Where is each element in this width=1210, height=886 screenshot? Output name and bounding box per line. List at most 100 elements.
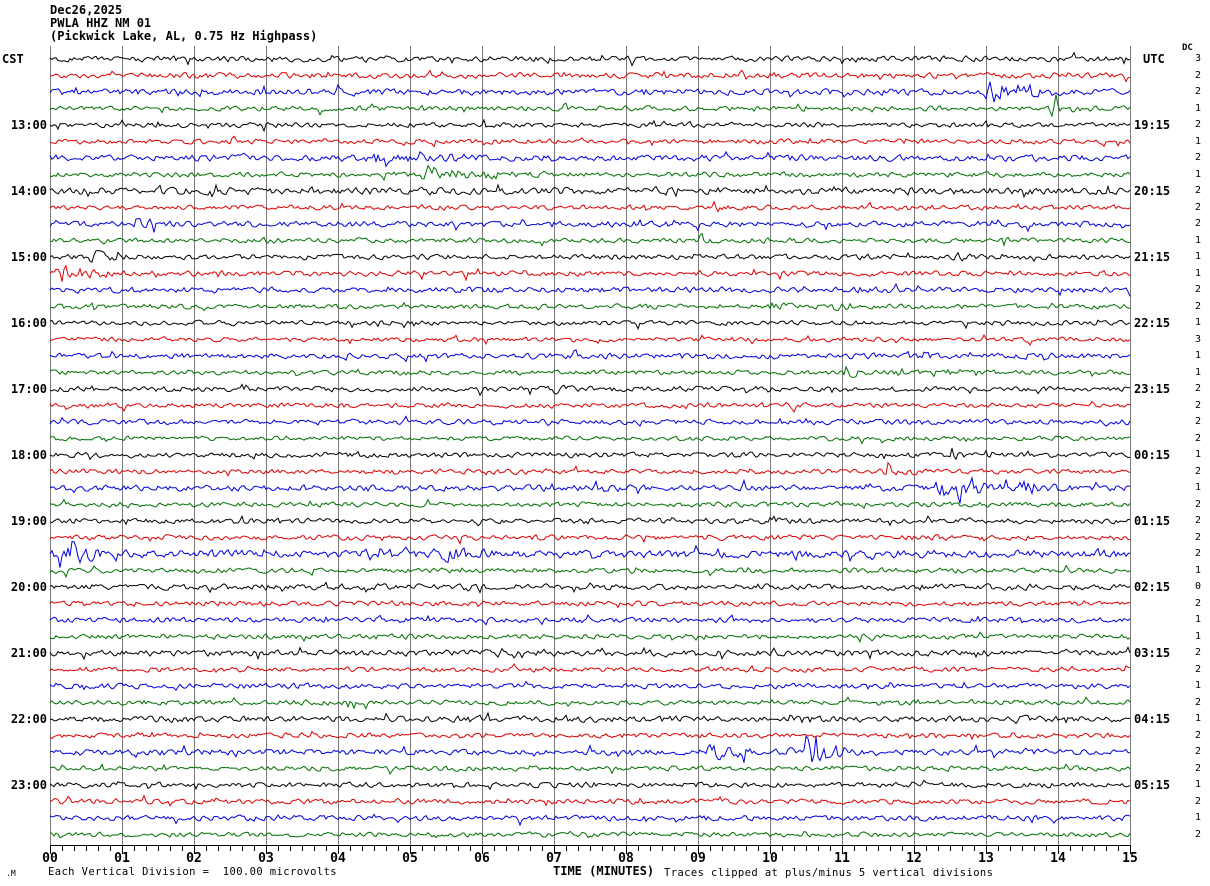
seismo-trace-2100-cst <box>49 646 1131 661</box>
cst-hour-label: 23:00 <box>10 778 47 792</box>
seismo-trace-1645-cst <box>49 365 1131 378</box>
minute-label: 14 <box>1050 851 1066 866</box>
cst-hour-label: 18:00 <box>10 448 47 462</box>
utc-time-label: 23:15 <box>1134 382 1171 396</box>
title-subtitle: (Pickwick Lake, AL, 0.75 Hz Highpass) <box>50 29 318 43</box>
seismo-trace-1900-cst <box>49 514 1131 527</box>
dc-value: 1 <box>1194 317 1201 328</box>
minute-label: 09 <box>690 851 706 866</box>
seismo-trace-1915-cst <box>49 533 1131 545</box>
seismo-trace-1930-cst <box>49 541 1131 568</box>
seismo-trace-1545-cst <box>49 301 1131 312</box>
minute-label: 04 <box>330 851 346 866</box>
minute-label: 01 <box>114 851 130 866</box>
dc-value: 1 <box>1194 135 1201 147</box>
minute-label: 13 <box>978 851 994 866</box>
seismo-trace-1300-cst <box>49 118 1131 133</box>
seismo-trace-1415-cst <box>49 200 1131 213</box>
dc-value: 2 <box>1194 828 1201 840</box>
dc-value: 2 <box>1194 597 1201 609</box>
dc-value: 2 <box>1194 465 1201 477</box>
minute-label: 12 <box>906 851 922 866</box>
watermark: .M <box>6 869 16 878</box>
dc-value: 2 <box>1194 663 1201 675</box>
seismo-trace-1600-cst <box>49 319 1131 331</box>
seismo-trace-2200-cst <box>49 711 1131 725</box>
minute-label: 08 <box>618 851 634 866</box>
utc-time-label: 01:15 <box>1134 514 1171 528</box>
dc-value: 2 <box>1194 69 1201 81</box>
seismo-trace-1500-cst <box>49 249 1131 263</box>
cst-hour-label: 15:00 <box>10 250 47 264</box>
dc-value: 2 <box>1194 201 1201 213</box>
seismo-trace-2115-cst <box>49 662 1131 674</box>
seismo-trace-2345-cst <box>49 830 1131 839</box>
utc-time-label: 02:15 <box>1134 580 1171 594</box>
footer-clip-note: Traces clipped at plus/minus 5 vertical … <box>664 867 994 879</box>
cst-hour-label: 20:00 <box>10 580 47 594</box>
seismo-trace-2130-cst <box>49 680 1131 692</box>
dc-value: 2 <box>1194 647 1201 658</box>
dc-value: 1 <box>1194 234 1201 246</box>
seismo-trace-2015-cst <box>49 599 1131 609</box>
utc-time-label: 03:15 <box>1134 646 1171 660</box>
seismo-trace-1515-cst <box>49 264 1131 282</box>
seismo-trace-1830-cst <box>49 475 1131 504</box>
seismo-trace-2300-cst <box>49 779 1131 791</box>
dc-value: 1 <box>1194 564 1201 576</box>
dc-value: 1 <box>1194 630 1201 642</box>
seismo-trace-1630-cst <box>49 349 1131 363</box>
minute-label: 10 <box>762 851 778 866</box>
seismo-trace-2330-cst <box>49 813 1131 827</box>
dc-value: 1 <box>1194 102 1201 114</box>
cst-header: CST <box>2 52 24 66</box>
dc-value: 3 <box>1194 333 1201 345</box>
seismo-trace-1345-cst <box>49 164 1131 182</box>
dc-value: 2 <box>1194 548 1201 559</box>
seismo-trace-1530-cst <box>49 282 1131 297</box>
seismo-trace-1200-cst <box>49 51 1131 67</box>
seismo-trace-1230-cst <box>49 81 1131 103</box>
utc-time-label: 21:15 <box>1134 250 1171 264</box>
seismo-trace-1800-cst <box>49 448 1131 461</box>
dc-value: 2 <box>1194 383 1201 394</box>
utc-time-label: 05:15 <box>1134 778 1171 792</box>
seismo-trace-2030-cst <box>49 613 1131 626</box>
minute-label: 03 <box>258 851 274 866</box>
cst-hour-label: 19:00 <box>10 514 47 528</box>
seismo-trace-2245-cst <box>49 763 1131 775</box>
seismo-trace-2315-cst <box>49 794 1131 807</box>
minute-label: 02 <box>186 851 202 866</box>
seismo-trace-1730-cst <box>49 415 1131 427</box>
cst-hour-label: 14:00 <box>10 184 47 198</box>
dc-value: 2 <box>1194 185 1201 196</box>
dc-value: 1 <box>1194 614 1201 625</box>
dc-value: 1 <box>1194 449 1201 460</box>
seismo-trace-1215-cst <box>49 69 1131 83</box>
dc-value: 2 <box>1194 762 1201 774</box>
dc-value: 1 <box>1194 366 1201 378</box>
dc-value: 2 <box>1194 284 1201 295</box>
dc-value: 2 <box>1194 119 1201 130</box>
seismo-trace-1430-cst <box>49 218 1131 233</box>
dc-value: 1 <box>1194 168 1201 180</box>
dc-value: 2 <box>1194 432 1201 444</box>
minute-label: 07 <box>546 851 562 866</box>
x-axis-title: TIME (MINUTES) <box>553 864 655 878</box>
dc-header: DC <box>1182 43 1193 53</box>
seismo-trace-2000-cst <box>49 581 1131 594</box>
dc-value: 2 <box>1194 531 1201 543</box>
dc-value: 2 <box>1194 498 1201 510</box>
minute-label: 15 <box>1122 851 1138 866</box>
utc-time-label: 20:15 <box>1134 184 1171 198</box>
dc-value: 2 <box>1194 696 1201 708</box>
seismo-trace-1330-cst <box>49 150 1131 168</box>
seismo-trace-1945-cst <box>49 564 1131 579</box>
seismo-trace-2215-cst <box>49 730 1131 741</box>
seismo-trace-2145-cst <box>49 696 1131 710</box>
seismo-trace-1845-cst <box>49 498 1131 510</box>
dc-value: 2 <box>1194 300 1201 312</box>
dc-value: 2 <box>1194 515 1201 526</box>
